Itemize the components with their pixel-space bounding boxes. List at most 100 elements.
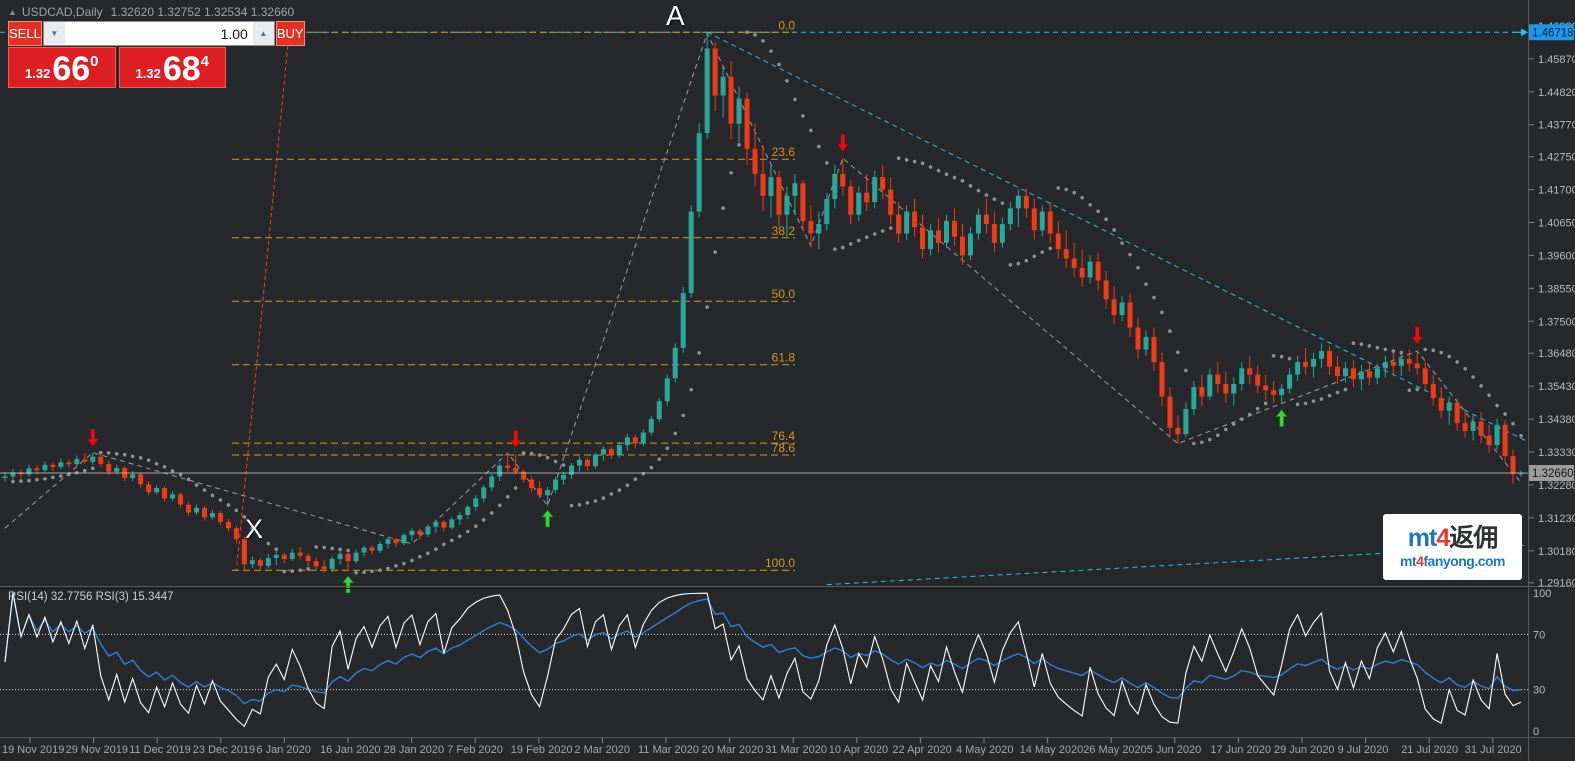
buy-button[interactable]: BUY	[275, 21, 305, 46]
candle	[513, 467, 519, 472]
candle	[1334, 366, 1340, 377]
volume-input[interactable]	[64, 22, 253, 45]
fib-level-label: 0.0	[778, 18, 795, 32]
candle	[936, 230, 942, 243]
sar-dot	[43, 476, 47, 481]
candle	[1311, 358, 1317, 367]
sar-dot	[1295, 402, 1300, 407]
price-tick-label: 1.31230	[1538, 513, 1575, 525]
sar-dot	[825, 161, 829, 165]
candle	[944, 220, 950, 243]
sar-dots-layer	[11, 30, 1523, 575]
sar-dot	[1104, 217, 1108, 222]
fib-level-label: 100.0	[765, 556, 795, 570]
collapse-panel-icon[interactable]: ▲	[8, 7, 17, 17]
price-tick-label: 1.39600	[1538, 250, 1575, 262]
candle	[1255, 374, 1261, 386]
sar-dot	[1144, 282, 1148, 286]
candle	[1303, 362, 1309, 367]
sar-dot	[904, 158, 909, 162]
watermark-domain-line: mt4fanyong.com	[1399, 553, 1506, 569]
vertical-marker-line[interactable]	[235, 24, 291, 572]
sar-dot	[673, 431, 678, 436]
fib-level-label: 78.6	[772, 441, 796, 455]
candle	[1015, 195, 1021, 209]
sar-dot	[1176, 350, 1180, 355]
candle	[848, 186, 854, 215]
sar-dot	[737, 142, 741, 147]
sell-button[interactable]: SELL	[8, 21, 42, 46]
candle	[98, 456, 104, 464]
candle	[872, 177, 878, 203]
volume-decrease-button[interactable]: ▼	[43, 22, 65, 45]
candle	[656, 401, 662, 420]
buy-price-button[interactable]: 1.32 68 4	[118, 47, 226, 88]
sar-dot	[1439, 350, 1444, 355]
buy-arrow-icon	[541, 509, 554, 528]
candle	[792, 183, 798, 196]
fib-level-label: 38.2	[772, 224, 796, 238]
candle	[912, 211, 918, 228]
sar-dot	[1479, 384, 1483, 388]
candle	[1215, 374, 1221, 384]
time-axis[interactable]: 19 Nov 2019 29 Nov 2019 11 Dec 2019 23 Dec …	[2, 738, 1522, 756]
candle	[760, 173, 766, 196]
sar-dot	[138, 455, 143, 460]
sar-dot	[633, 477, 638, 481]
fib-level-label: 23.6	[772, 145, 796, 159]
sar-dot	[952, 175, 957, 180]
sar-dot	[186, 477, 191, 482]
sar-dot	[553, 459, 558, 464]
price-scale[interactable]: 1.469201.458701.448201.437701.427501.417…	[1512, 21, 1575, 590]
sar-dot	[1415, 387, 1420, 392]
candle	[880, 177, 886, 190]
candle	[1470, 421, 1476, 431]
sar-dot	[1016, 261, 1021, 266]
sar-dot	[625, 483, 630, 488]
sell-price-button[interactable]: 1.32 66 0	[8, 47, 116, 88]
rsi-scale-label: 100	[1533, 588, 1551, 600]
sar-dot	[984, 193, 989, 197]
candle	[1502, 424, 1508, 457]
sar-dot	[378, 568, 382, 572]
price-tick-label: 1.30180	[1538, 546, 1575, 558]
sar-dot	[1064, 187, 1068, 192]
sar-dot	[1072, 190, 1076, 195]
sar-dot	[537, 453, 542, 457]
date-tick-label: 29 Jun 2020	[1274, 744, 1335, 756]
candle	[1079, 267, 1085, 278]
sar-dot	[513, 486, 518, 490]
candle	[425, 526, 431, 535]
candle	[624, 437, 630, 446]
sar-dot	[601, 496, 606, 500]
candle	[473, 498, 479, 507]
candle	[1247, 368, 1253, 375]
sar-dot	[872, 232, 877, 236]
sar-dot	[298, 568, 303, 572]
candle	[233, 528, 239, 540]
price-tick-label: 1.42750	[1538, 152, 1575, 164]
sar-dot	[1279, 354, 1284, 359]
volume-increase-button[interactable]: ▲	[252, 22, 274, 45]
candle	[241, 539, 247, 565]
buy-arrow-icon	[341, 575, 355, 594]
price-tick-label: 1.43770	[1538, 120, 1575, 132]
sar-dot	[817, 144, 821, 149]
sar-dot	[282, 569, 287, 574]
candle	[1159, 362, 1165, 397]
candle	[449, 519, 455, 528]
candle	[1087, 261, 1093, 278]
date-tick-label: 19 Nov 2019	[2, 744, 64, 756]
candle	[576, 459, 582, 466]
candle	[225, 521, 231, 529]
descending-trendline[interactable]	[706, 31, 1530, 443]
sar-dot	[1040, 250, 1045, 254]
candle	[1071, 258, 1077, 268]
sar-dot	[1447, 354, 1451, 359]
watermark-brand-line: mt4返佣	[1407, 524, 1498, 552]
sar-dot	[274, 547, 279, 551]
sar-dot	[1160, 310, 1164, 315]
sar-dot	[354, 570, 358, 575]
